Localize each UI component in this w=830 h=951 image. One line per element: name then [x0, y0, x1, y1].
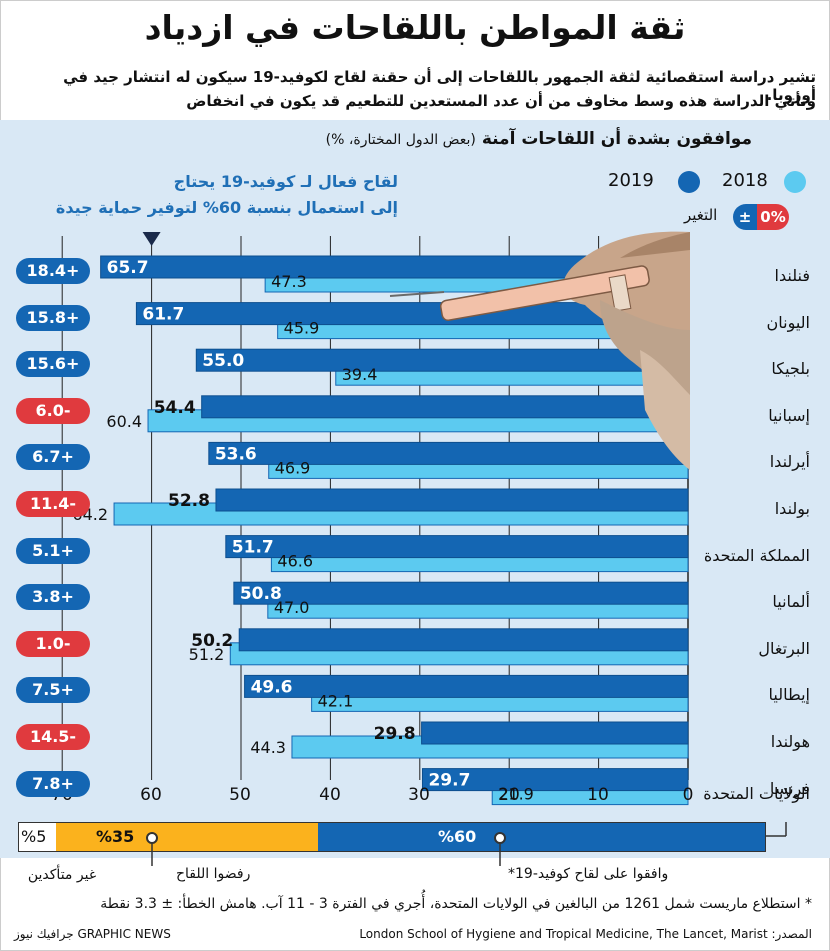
- value-label-2019-3: 54.4: [154, 398, 196, 418]
- country-label-10: هولندا: [770, 732, 810, 751]
- change-pill-6: 5.1+: [16, 537, 90, 564]
- change-pill-11: 7.8+: [16, 770, 90, 797]
- chart-heading: موافقون بشدة أن اللقاحات آمنة (بعض الدول…: [326, 129, 752, 149]
- chart-heading-note: (بعض الدول المختارة، %): [325, 132, 476, 148]
- country-label-7: ألمانيا: [772, 592, 810, 612]
- x-tick-50: 50: [229, 785, 251, 805]
- publisher-credit: GRAPHIC NEWS جرافيك نيوز: [14, 927, 171, 941]
- value-label-2018-10: 44.3: [250, 738, 286, 757]
- legend-2018-swatch: [784, 171, 806, 193]
- value-label-2019-5: 52.8: [168, 491, 210, 511]
- bar-2019-11: [421, 768, 689, 792]
- page-title: ثقة المواطن باللقاحات في ازدياد: [144, 8, 686, 47]
- value-label-2019-10: 29.8: [374, 724, 416, 744]
- x-tick-40: 40: [319, 785, 341, 805]
- x-tick-60: 60: [140, 785, 162, 805]
- country-label-6: المملكة المتحدة: [703, 545, 810, 565]
- legend-2019-label: 2019: [608, 170, 654, 191]
- value-label-2018-7: 47.0: [274, 598, 310, 617]
- value-label-2019-1: 61.7: [142, 305, 184, 325]
- change-pill-1: 15.8+: [16, 304, 90, 331]
- value-label-2018-2: 39.4: [342, 365, 378, 384]
- country-label-5: بولندا: [774, 499, 810, 518]
- bar-2019-8: [238, 628, 689, 652]
- threshold-callout-line-1: لقاح فعال لـ كوفيد-19 يحتاج: [173, 172, 398, 191]
- value-label-2019-4: 53.6: [215, 444, 257, 464]
- country-label-0: فنلندا: [774, 266, 810, 285]
- change-pill-2: 15.6+: [16, 351, 90, 378]
- change-legend-percent: 0%: [757, 204, 789, 230]
- change-pill-0: 18.4+: [16, 258, 90, 284]
- legend-2019-swatch: [678, 171, 700, 193]
- us-stacked-bar: %5 %35 %60: [18, 822, 766, 852]
- bar-2019-10: [421, 721, 689, 745]
- change-pill-8: 1.0-: [16, 630, 90, 657]
- us-agreed-caption: وافقوا على لقاح كوفيد-19*: [508, 866, 669, 882]
- change-legend-label: التغير: [684, 206, 718, 224]
- x-tick-30: 30: [408, 785, 430, 805]
- threshold-marker: [142, 232, 161, 246]
- country-label-9: إيطاليا: [768, 685, 810, 705]
- us-refused-caption: رفضوا اللقاح: [176, 866, 251, 882]
- change-legend-pill: ± 0%: [733, 204, 789, 230]
- x-tick-10: 10: [587, 785, 609, 805]
- country-label-8: البرتغال: [758, 638, 810, 658]
- source-credit: المصدر: London School of Hygiene and Tro…: [359, 927, 812, 941]
- value-label-2019-2: 55.0: [202, 351, 244, 371]
- footnote: * استطلاع ماريست شمل 1261 من البالغين في…: [100, 896, 812, 912]
- change-pill-4: 6.7+: [16, 444, 90, 471]
- change-pill-9: 7.5+: [16, 677, 90, 704]
- legend-2018-label: 2018: [722, 170, 768, 191]
- us-unsure-segment: %5: [19, 823, 56, 851]
- us-refused-value: %35: [96, 827, 135, 846]
- x-tick-20: 20: [498, 785, 520, 805]
- value-label-2018-9: 42.1: [318, 691, 354, 710]
- change-pill-5: 11.4-: [16, 491, 90, 517]
- change-pill-10: 14.5-: [16, 724, 90, 750]
- chart-heading-main: موافقون بشدة أن اللقاحات آمنة: [481, 129, 752, 149]
- value-label-2019-9: 49.6: [251, 677, 293, 697]
- us-section-title: الولايات المتحدة: [703, 784, 810, 803]
- bar-2019-7: [233, 581, 689, 605]
- us-unsure-caption: غير متأكدين: [27, 867, 97, 883]
- change-pill-7: 3.8+: [16, 584, 90, 611]
- threshold-callout-line-2: إلى استعمال بنسبة 60% لتوفير حماية جيدة: [55, 198, 398, 217]
- value-label-2018-11: 21.9: [498, 785, 534, 804]
- bar-2019-6: [225, 535, 689, 559]
- value-label-2018-0: 47.3: [271, 272, 307, 291]
- value-label-2018-8: 51.2: [189, 645, 225, 664]
- change-legend-plus-minus: ±: [733, 204, 757, 230]
- country-label-3: إسبانيا: [768, 405, 810, 425]
- country-label-4: أيرلندا: [769, 452, 810, 472]
- value-label-2019-11: 29.7: [428, 771, 470, 791]
- value-label-2019-0: 65.7: [107, 258, 149, 278]
- us-refused-segment: %35: [56, 823, 318, 851]
- subtitle-line-1: تشير دراسة استقصائية لثقة الجمهور باللقا…: [63, 68, 816, 104]
- us-unsure-value: %5: [21, 827, 47, 846]
- value-label-2019-7: 50.8: [240, 584, 282, 604]
- us-agreed-segment: %60: [318, 823, 765, 851]
- us-agreed-value: %60: [438, 827, 477, 846]
- subtitle-line-2: وتأتي الدراسة هذه وسط مخاوف من أن عدد ال…: [186, 92, 816, 110]
- x-tick-0: 0: [682, 785, 694, 805]
- change-pill-3: 6.0-: [16, 397, 90, 424]
- country-label-2: بلجيكا: [771, 359, 810, 379]
- value-label-2018-3: 60.4: [106, 412, 142, 431]
- country-label-1: اليونان: [766, 312, 811, 332]
- value-label-2018-1: 45.9: [284, 319, 320, 338]
- value-label-2018-4: 46.9: [275, 458, 311, 477]
- bar-2019-5: [215, 488, 689, 512]
- value-label-2019-8: 50.2: [191, 631, 233, 651]
- value-label-2019-6: 51.7: [232, 538, 274, 558]
- value-label-2018-6: 46.6: [277, 552, 313, 571]
- bar-2019-9: [244, 674, 689, 698]
- country-label-11: فرنسا: [769, 778, 810, 798]
